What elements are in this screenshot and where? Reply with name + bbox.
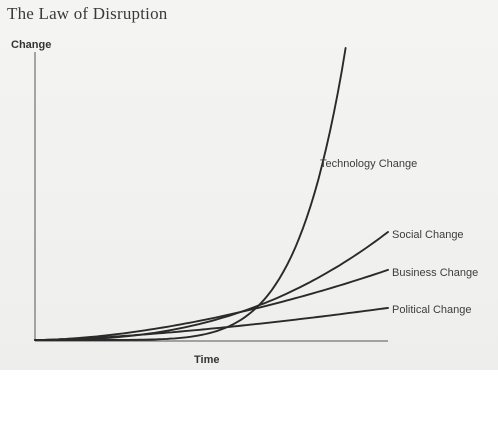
chart-title: The Law of Disruption: [7, 4, 168, 23]
chart-figure: The Law of Disruption Change Time Techno…: [0, 0, 498, 370]
series-label-social: Social Change: [392, 229, 464, 241]
series-line-political: [34, 306, 389, 341]
y-axis-label: Change: [11, 39, 51, 51]
series-label-technology: Technology Change: [320, 158, 417, 170]
chart-plot: Change Time Technology Change Social Cha…: [11, 39, 478, 366]
series-line-business: [34, 268, 389, 341]
series-label-business: Business Change: [392, 267, 478, 279]
series-line-technology: [34, 47, 347, 341]
series-label-political: Political Change: [392, 304, 472, 316]
x-axis-label: Time: [194, 354, 219, 366]
